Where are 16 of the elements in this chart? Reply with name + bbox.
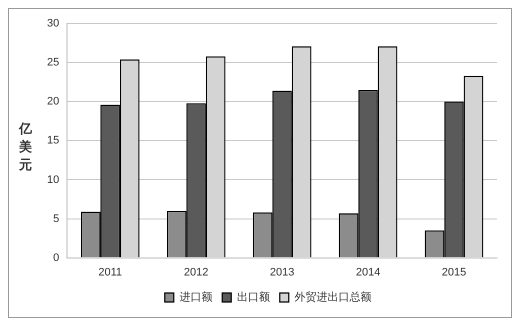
y-tick-label: 15 (46, 134, 60, 147)
legend-label: 进口额 (179, 290, 212, 304)
y-tick-label: 0 (53, 252, 60, 264)
x-tick-label: 2015 (442, 266, 466, 278)
x-tick-label: 2012 (184, 266, 208, 278)
legend-label: 出口额 (236, 290, 270, 304)
x-tick-label: 2013 (270, 266, 294, 278)
y-tick-label: 5 (53, 212, 60, 225)
x-tick-label: 2011 (98, 266, 122, 278)
y-tick-label: 30 (46, 18, 60, 30)
legend-label: 外贸进出口总额 (294, 290, 372, 304)
y-tick-label: 25 (46, 56, 60, 69)
y-tick-label: 20 (46, 96, 60, 108)
y-tick-label: 10 (46, 174, 60, 186)
x-tick-label: 2014 (356, 266, 380, 278)
y-axis-title: 亿美元 (19, 121, 33, 175)
